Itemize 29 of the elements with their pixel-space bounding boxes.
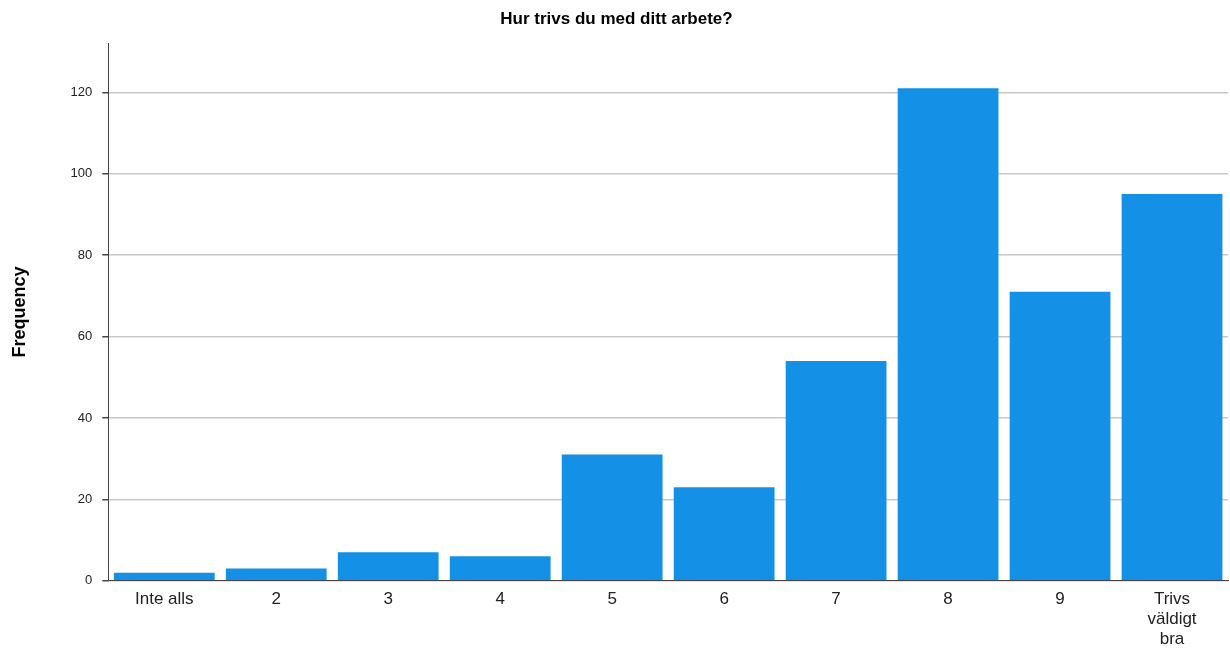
x-tick-label: 2 — [271, 588, 281, 608]
y-axis-title: Frequency — [8, 266, 29, 358]
bar — [897, 88, 999, 581]
y-tick-label: 80 — [77, 246, 93, 262]
bar — [1009, 291, 1111, 581]
bar — [113, 572, 215, 581]
y-tick-label: 60 — [77, 328, 93, 344]
bar — [1121, 194, 1223, 581]
x-tick-label: Trivs väldigt bra — [1147, 588, 1197, 649]
y-tick-label: 40 — [77, 409, 93, 425]
bar — [673, 487, 775, 581]
x-tick-label: 4 — [495, 588, 505, 608]
bar — [225, 568, 327, 581]
x-tick-label: 9 — [1055, 588, 1065, 608]
y-tick-label: 100 — [70, 165, 93, 181]
x-tick-label: 8 — [943, 588, 953, 608]
x-tick-label: 7 — [831, 588, 841, 608]
x-tick-label: 6 — [719, 588, 729, 608]
y-tick-label: 120 — [70, 83, 93, 99]
x-tick-label: 3 — [383, 588, 393, 608]
bar — [337, 552, 439, 581]
bar — [785, 360, 887, 581]
y-tick-label: 20 — [77, 490, 93, 506]
chart-title: Hur trivs du med ditt arbete? — [500, 8, 733, 28]
x-tick-label: Inte alls — [134, 588, 194, 608]
y-tick-label: 0 — [85, 572, 93, 588]
bar — [561, 454, 663, 581]
bar — [449, 556, 551, 581]
x-tick-label: 5 — [607, 588, 617, 608]
